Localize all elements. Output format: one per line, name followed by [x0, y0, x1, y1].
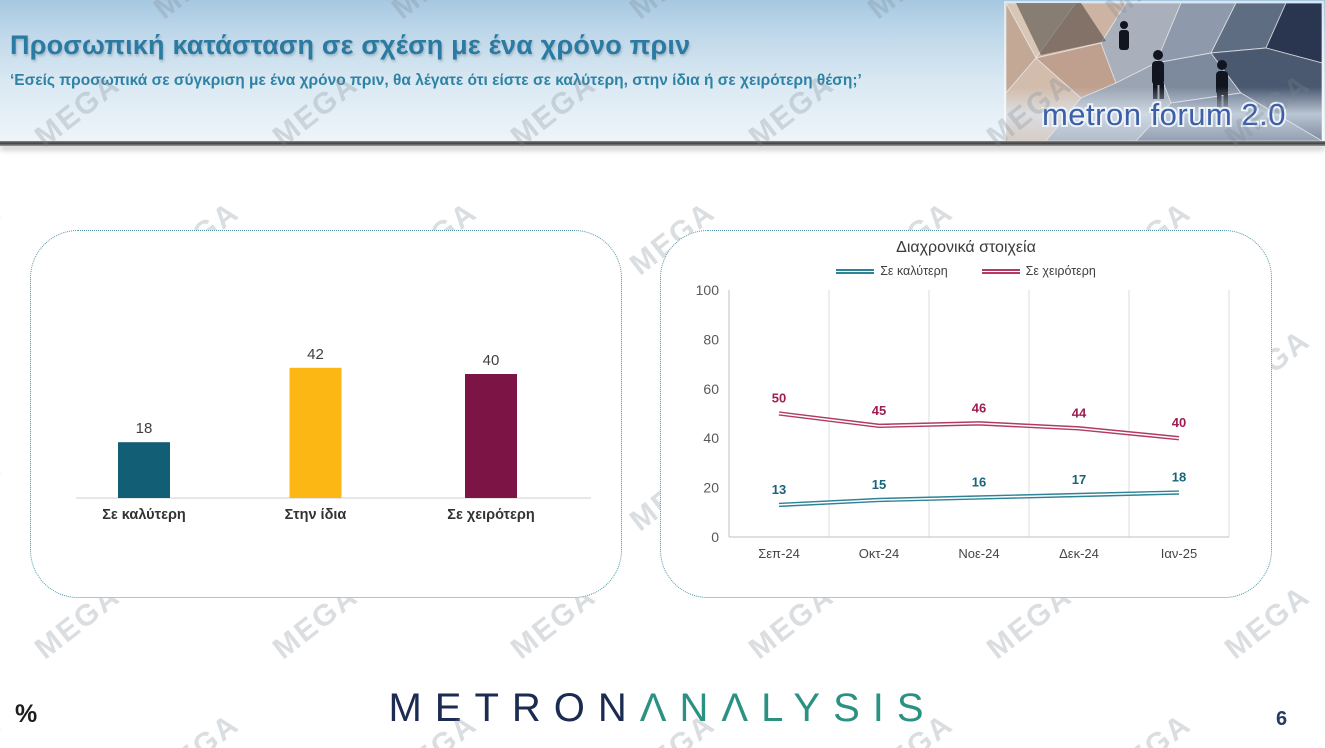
x-tick-label: Νοε-24 [958, 546, 999, 561]
bar-category-label: Σε καλύτερη [102, 507, 186, 523]
y-tick-label: 100 [696, 282, 720, 298]
bar-chart-panel: 18 Σε καλύτερη 42 Στην ίδια 40 Σε χειρότερη [30, 230, 622, 598]
bar-category-label: Στην ίδια [285, 507, 347, 523]
legend-item: Σε καλύτερη [836, 264, 948, 278]
metron-forum-logo: metron forum 2.0 [1005, 2, 1324, 142]
data-label: 18 [1172, 470, 1186, 485]
bar-value-label: 40 [483, 352, 500, 369]
bar [289, 367, 342, 498]
x-tick-label: Ιαν-25 [1161, 546, 1197, 561]
metron-analysis-logo: METRONΛNΛLYSIS [0, 686, 1325, 731]
data-label: 44 [1072, 405, 1087, 420]
line-chart-panel: Διαχρονικά στοιχεία Σε καλύτερη Σε χειρότ… [660, 230, 1272, 598]
percent-sign: % [15, 700, 38, 728]
watermark-text: MEGA [0, 451, 8, 538]
series-line [778, 411, 1180, 441]
bar-category-label: Σε χειρότερη [447, 507, 534, 523]
line-chart-title: Διαχρονικά στοιχεία [896, 239, 1036, 256]
x-tick-label: Δεκ-24 [1059, 546, 1099, 561]
data-label: 17 [1072, 472, 1086, 487]
metron-forum-logo-image: metron forum 2.0 [1005, 2, 1324, 142]
y-tick-label: 0 [711, 529, 719, 545]
data-label: 16 [972, 474, 986, 489]
data-label: 40 [1172, 415, 1186, 430]
data-label: 46 [972, 400, 986, 415]
y-tick-label: 20 [703, 480, 719, 496]
data-label: 15 [872, 477, 886, 492]
y-tick-label: 60 [703, 381, 719, 397]
data-label: 45 [872, 403, 886, 418]
y-tick-label: 80 [703, 331, 719, 347]
page-subtitle: ‘Εσείς προσωπικά σε σύγκριση με ένα χρόν… [10, 72, 862, 89]
legend-label: Σε χειρότερη [1025, 264, 1096, 278]
header: Προσωπική κατάσταση σε σχέση με ένα χρόν… [0, 0, 1325, 146]
y-tick-label: 40 [703, 430, 719, 446]
data-label: 50 [772, 391, 786, 406]
footer-logo-metron: METRON [388, 686, 640, 730]
watermark-text: MEGA [0, 195, 8, 282]
footer-logo-analysis: ΛNΛLYSIS [639, 686, 937, 730]
bar [118, 442, 170, 498]
photo-shadow [1016, 3, 1106, 55]
line-chart-legend: Σε καλύτερη Σε χειρότερη [661, 264, 1271, 278]
bar-value-label: 18 [136, 420, 153, 437]
page-number: 6 [1276, 708, 1288, 730]
legend-label: Σε καλύτερη [880, 264, 948, 278]
data-label: 13 [772, 482, 786, 497]
legend-swatch [981, 268, 1020, 274]
line-chart: 0 20 40 60 80 100 Σεπ-24 Οκτ-24 Νοε-24 Δεκ-24 Ιαν-… [696, 282, 1230, 561]
x-tick-label: Οκτ-24 [859, 546, 900, 561]
series-line-highlight [778, 412, 1180, 439]
series-line-highlight [778, 491, 1180, 506]
metron-forum-logo-text: metron forum 2.0 [1042, 97, 1286, 132]
header-divider [0, 141, 1325, 146]
legend-item: Σε χειρότερη [981, 264, 1096, 278]
bar-value-label: 42 [307, 346, 324, 363]
bar-chart: 18 Σε καλύτερη 42 Στην ίδια 40 Σε χειρότερη [76, 346, 591, 523]
page-title: Προσωπική κατάσταση σε σχέση με ένα χρόν… [10, 30, 691, 60]
bar [465, 374, 517, 498]
x-tick-label: Σεπ-24 [758, 546, 800, 561]
legend-swatch [836, 268, 875, 274]
